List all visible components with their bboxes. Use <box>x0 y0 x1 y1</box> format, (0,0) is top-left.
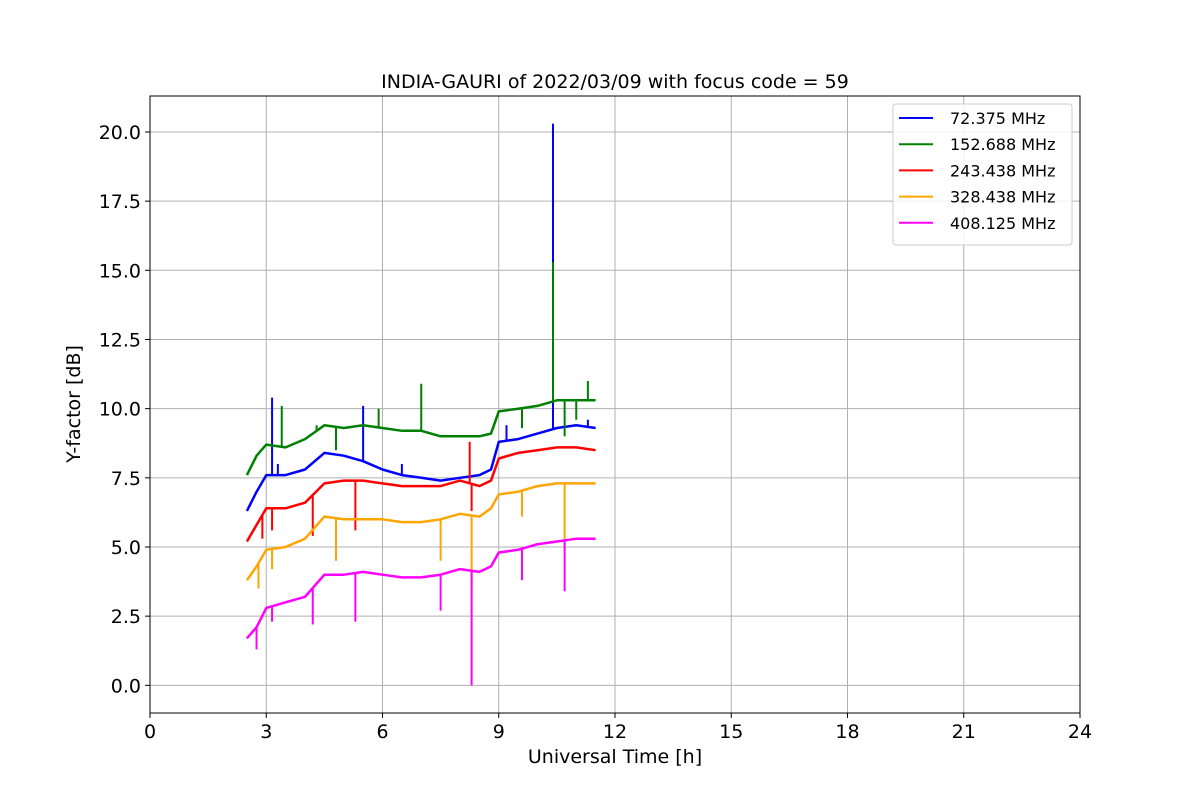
legend-label: 328.438 MHz <box>950 188 1055 207</box>
series-1 <box>245 262 596 476</box>
y-tick-label: 7.5 <box>111 468 141 490</box>
x-tick-label: 18 <box>835 721 859 743</box>
y-tick-label: 0.0 <box>111 675 141 697</box>
series-line <box>245 482 596 581</box>
y-tick-label: 10.0 <box>99 399 141 421</box>
series-3 <box>245 482 596 589</box>
x-tick-label: 24 <box>1068 721 1092 743</box>
x-tick-label: 12 <box>603 721 627 743</box>
y-tick-label: 15.0 <box>99 260 141 282</box>
y-tick-label: 5.0 <box>111 537 141 559</box>
y-tick-label: 20.0 <box>99 122 141 144</box>
x-tick-label: 21 <box>952 721 976 743</box>
legend-label: 72.375 MHz <box>950 109 1045 128</box>
x-tick-label: 9 <box>493 721 505 743</box>
series-4 <box>245 537 596 686</box>
series-line <box>245 424 596 512</box>
y-tick-label: 12.5 <box>99 329 141 351</box>
legend-label: 152.688 MHz <box>950 135 1055 154</box>
x-axis: 0 3 6 9 12 15 18 21 24 <box>144 713 1092 743</box>
series-line <box>245 399 596 476</box>
x-tick-label: 0 <box>144 721 156 743</box>
series-line <box>245 446 596 543</box>
legend-label: 408.125 MHz <box>950 214 1055 233</box>
series-line <box>245 537 596 640</box>
y-tick-label: 17.5 <box>99 191 141 213</box>
chart-title: INDIA-GAURI of 2022/03/09 with focus cod… <box>381 71 849 93</box>
y-tick-label: 2.5 <box>111 606 141 628</box>
x-tick-label: 6 <box>376 721 388 743</box>
x-axis-label: Universal Time [h] <box>528 746 702 768</box>
legend: 72.375 MHz 152.688 MHz 243.438 MHz 328.438 … <box>892 103 1073 246</box>
legend-label: 243.438 MHz <box>950 161 1055 180</box>
legend-box <box>892 103 1073 246</box>
y-axis-label: Y-factor [dB] <box>63 345 85 464</box>
y-axis: 0.0 2.5 5.0 7.5 10.0 12.5 15.0 17.5 20.0 <box>99 122 150 697</box>
series-lines <box>245 123 596 686</box>
x-tick-label: 3 <box>260 721 272 743</box>
x-tick-label: 15 <box>719 721 743 743</box>
